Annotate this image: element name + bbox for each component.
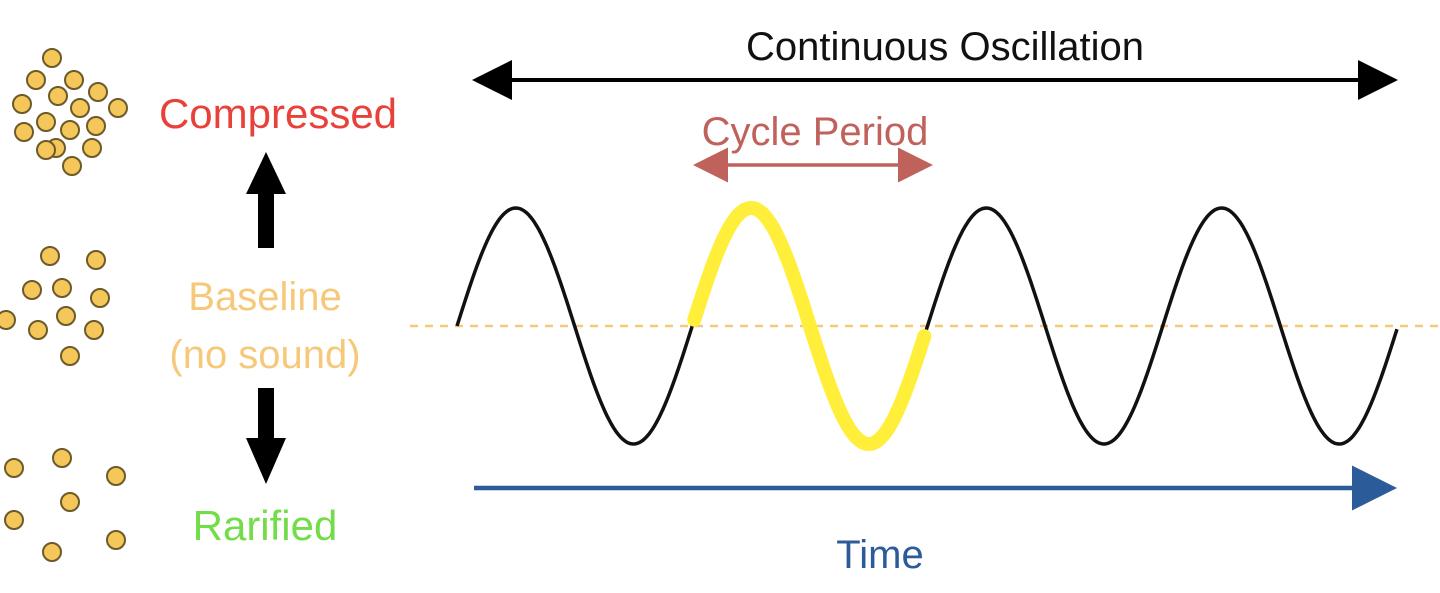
particle xyxy=(26,70,46,90)
particle xyxy=(28,320,48,340)
particle xyxy=(36,112,56,132)
particle xyxy=(86,250,106,270)
continuous-oscillation-label: Continuous Oscillation xyxy=(746,25,1144,69)
particle xyxy=(40,246,60,266)
down-arrow xyxy=(246,388,286,484)
particle xyxy=(42,542,62,562)
particle xyxy=(36,140,56,160)
particle xyxy=(106,530,126,550)
particle xyxy=(88,82,108,102)
particle xyxy=(12,94,32,114)
particle xyxy=(106,466,126,486)
particle xyxy=(56,306,76,326)
particle xyxy=(0,310,16,330)
particle xyxy=(60,492,80,512)
particle xyxy=(64,70,84,90)
particle xyxy=(52,278,72,298)
baseline-particles xyxy=(0,246,110,366)
baseline-label: Baseline xyxy=(188,275,341,319)
particle xyxy=(48,86,68,106)
time-label: Time xyxy=(836,533,923,577)
particle xyxy=(62,156,82,176)
compressed-particles xyxy=(12,48,128,176)
particle xyxy=(108,98,128,118)
particle xyxy=(14,122,34,142)
rarified-label: Rarified xyxy=(193,502,338,549)
up-arrow xyxy=(246,152,286,248)
particle xyxy=(42,48,62,68)
cycle-period-label: Cycle Period xyxy=(702,110,929,154)
highlighted-cycle xyxy=(687,200,932,452)
particle xyxy=(86,116,106,136)
particle xyxy=(84,320,104,340)
particle xyxy=(60,120,80,140)
particle xyxy=(4,458,24,478)
compressed-label: Compressed xyxy=(159,90,397,137)
sine-wave xyxy=(455,206,1399,446)
particle xyxy=(90,288,110,308)
particle xyxy=(22,280,42,300)
baseline-sub-label: (no sound) xyxy=(169,333,360,377)
particle xyxy=(82,138,102,158)
particle xyxy=(70,98,90,118)
rarified-particles xyxy=(4,448,126,562)
particle xyxy=(52,448,72,468)
particle xyxy=(4,510,24,530)
particle xyxy=(60,346,80,366)
